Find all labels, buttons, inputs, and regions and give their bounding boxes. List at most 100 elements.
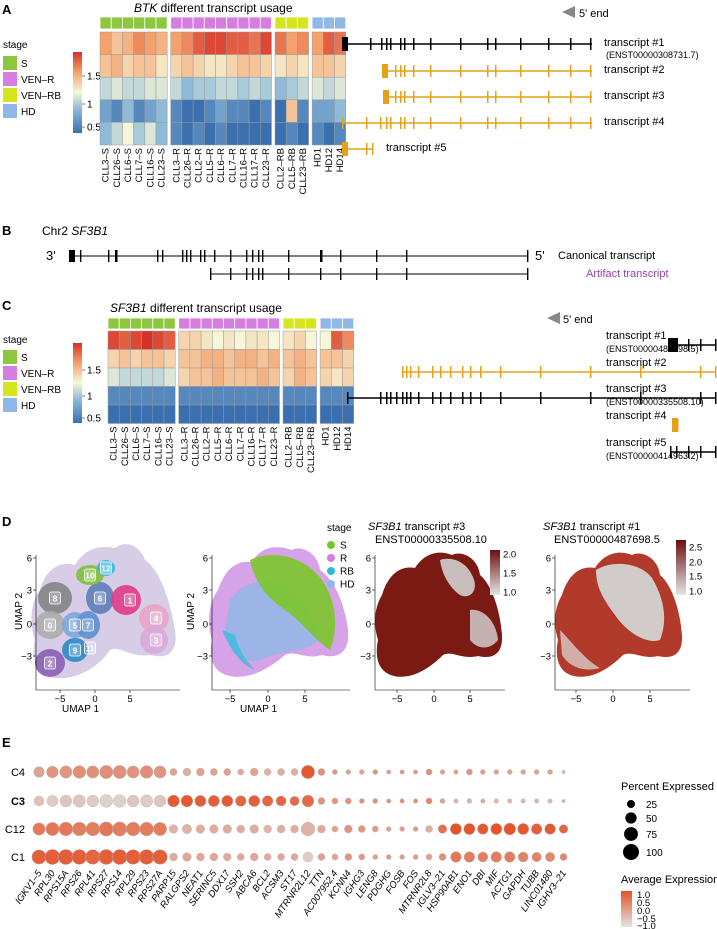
exon-block [258, 268, 260, 280]
expression-dot [463, 823, 476, 835]
heatmap-cell [144, 122, 157, 146]
row-label: C1 [11, 852, 25, 864]
transcript-label: transcript #1 [606, 330, 667, 342]
expression-dot [207, 795, 220, 807]
sample-label: CLL23–R [261, 148, 272, 188]
expression-dot [127, 794, 140, 808]
exon-block [460, 117, 462, 129]
expression-dot [480, 769, 486, 775]
heatmap-cell [305, 349, 317, 369]
exon-block [460, 38, 462, 50]
heatmap-cell [311, 54, 324, 78]
x-tick-label: −5 [392, 694, 403, 705]
exon-block [372, 143, 374, 155]
expression-dot [477, 823, 489, 835]
exon-block [700, 446, 702, 458]
heatmap-cell [107, 367, 120, 387]
expression-dot [399, 826, 405, 832]
sample-label: CLL2–RB [276, 148, 287, 189]
sample-label: CLL17–R [250, 148, 261, 188]
heatmap-cell [223, 386, 235, 406]
expression-dot [32, 822, 46, 836]
heatmap-cell [133, 76, 146, 101]
scale-tick-label: 1.5 [87, 366, 101, 377]
stage-annotation-cell [234, 317, 247, 330]
expression-dot [33, 766, 45, 778]
expression-dot [372, 798, 378, 804]
expression-dot [263, 824, 272, 834]
exon-block [487, 117, 489, 129]
heatmap-cell [245, 330, 258, 350]
expression-dot [344, 824, 353, 834]
heatmap-cell [141, 386, 154, 406]
stage-annotation-cell [259, 16, 272, 30]
expression-dot [413, 769, 419, 775]
sample-label: CLL7–R [235, 426, 246, 461]
expression-dot [249, 852, 259, 862]
heatmap-cell [144, 99, 157, 123]
heatmap-cell [293, 367, 306, 387]
exon-block [402, 392, 404, 404]
exon-block [676, 446, 678, 458]
heatmap-cell [152, 330, 165, 350]
cluster-label-box [150, 611, 162, 625]
expression-dot [517, 823, 530, 835]
exon-block [418, 366, 420, 378]
heatmap-cell [293, 330, 306, 350]
cluster-region [38, 582, 72, 614]
expression-dot [517, 851, 529, 863]
stage-annotation-cell [189, 317, 202, 330]
cluster-label-box [44, 656, 56, 670]
heatmap-cell [274, 99, 287, 123]
panel-c-stage-legend: stage S VEN–R VEN–RB HD [3, 335, 61, 412]
transcript-label: transcript #2 [606, 357, 667, 369]
legend-swatch [3, 104, 17, 118]
exon-block [342, 142, 348, 156]
heatmap-cell [170, 99, 183, 123]
row-label: C12 [5, 824, 25, 836]
expression-dot [249, 824, 259, 834]
expression-dot [466, 768, 473, 776]
expression-dot [248, 795, 261, 807]
expression-dot [86, 794, 99, 808]
heatmap-cell [107, 349, 120, 369]
stage-annotation-cell [237, 16, 250, 30]
heatmap-cell [334, 76, 346, 101]
panel-c-title: SF3B1 different transcript usage [110, 301, 282, 315]
exon-block [470, 392, 472, 404]
cluster-label-box [82, 618, 94, 632]
exon-block [487, 65, 489, 77]
expression-dot [182, 852, 192, 862]
canonical-transcript-label: Canonical transcript [558, 250, 655, 262]
heatmap-cell [178, 404, 191, 424]
sample-label: CLL5–RB [287, 148, 298, 189]
transcript-label: transcript #2 [604, 64, 665, 76]
expression-dot [262, 795, 274, 807]
y-tick-label: 6 [27, 554, 32, 565]
sample-label: HD12 [324, 148, 335, 172]
exon-block [470, 366, 472, 378]
stage-annotation-cell [107, 317, 120, 330]
stage-legend-dot [327, 567, 335, 575]
umap-feature-transcript3-plot: SF3B1 transcript #3 ENST00000335508.10 −… [360, 521, 516, 705]
heatmap-cell [181, 99, 194, 123]
heatmap-cell [256, 330, 269, 350]
heatmap-cell [99, 76, 112, 101]
heatmap-cell [200, 404, 213, 424]
legend-swatch [3, 350, 17, 364]
cluster-label-box [124, 593, 136, 607]
exon-block [413, 117, 415, 129]
expression-dot [561, 770, 566, 774]
heatmap-cell [178, 367, 191, 387]
heatmap-cell [297, 54, 309, 78]
expression-dot [86, 765, 100, 779]
transcript-label: transcript #4 [604, 116, 665, 128]
expression-scale-label: 2.0 [689, 558, 702, 569]
exon-block [246, 250, 248, 262]
heatmap-cell [331, 386, 343, 406]
exon-block [162, 250, 164, 262]
exon-block [204, 250, 206, 262]
heatmap-cell [223, 349, 235, 369]
exon-block [386, 392, 388, 404]
expression-dot [169, 768, 178, 776]
